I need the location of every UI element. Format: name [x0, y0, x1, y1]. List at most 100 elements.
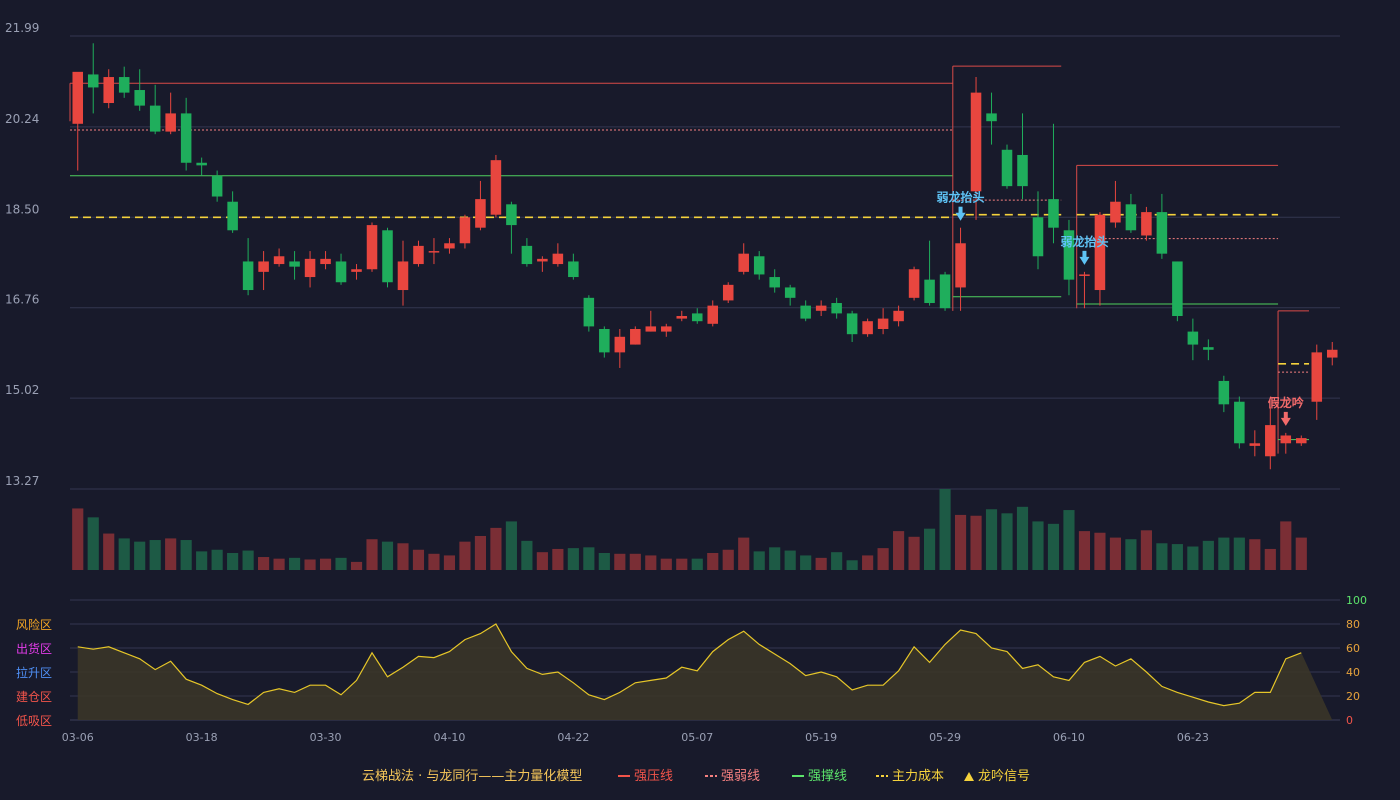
level-lines — [69, 65, 1310, 454]
candle-body — [335, 261, 347, 283]
candle-body — [1094, 214, 1106, 291]
volume-bar — [567, 548, 579, 570]
candle-body — [258, 261, 269, 272]
date-tick-label: 06-23 — [1177, 731, 1209, 744]
volume-bar — [1032, 521, 1044, 570]
volume-bar — [862, 555, 874, 570]
candle-body — [459, 217, 471, 244]
date-tick-label: 03-30 — [310, 731, 342, 744]
volume-bar — [227, 552, 239, 570]
legend-label: 强弱线 — [721, 769, 760, 784]
indicator-tick-label: 0 — [1346, 714, 1353, 727]
volume-bar — [1001, 513, 1013, 570]
volume-bar — [1109, 537, 1122, 570]
candle-body — [118, 77, 130, 93]
price-axis: 21.99 20.24 18.50 16.76 15.02 13.27 — [5, 21, 39, 488]
date-tick-label: 04-10 — [433, 731, 465, 744]
volume-bar — [691, 558, 703, 570]
indicator-tick-label: 80 — [1346, 618, 1360, 631]
volume-bar — [1295, 537, 1307, 570]
candle-body — [273, 256, 285, 265]
candle-body — [1203, 347, 1214, 350]
candle-body — [289, 261, 300, 267]
volume-bar — [335, 557, 347, 570]
zone-label: 低吸区 — [16, 714, 52, 728]
volume-bar — [831, 552, 843, 570]
volume-bar — [800, 555, 812, 570]
volume-bar — [118, 538, 130, 570]
candle-body — [1296, 438, 1307, 444]
volume-bar — [397, 543, 409, 570]
volume-bar — [304, 559, 316, 570]
candle-body — [366, 225, 378, 270]
volume-bar — [707, 552, 719, 570]
volume-bar — [180, 540, 192, 570]
legend-label: 主力成本 — [892, 769, 944, 784]
volume-bar — [381, 541, 394, 570]
volume-bar — [846, 560, 858, 570]
volume-bar — [273, 558, 285, 570]
candle-body — [1079, 274, 1090, 276]
volume-bar — [939, 489, 951, 570]
candle-body — [320, 258, 331, 265]
indicator-tick-label: 60 — [1346, 642, 1360, 655]
signal-label: 弱龙抬头 — [937, 190, 985, 205]
zone-label: 拉升区 — [16, 665, 52, 680]
candle-body — [490, 160, 502, 215]
volume-bar — [103, 533, 115, 570]
indicator-line — [77, 623, 1302, 707]
candle-body — [877, 318, 889, 329]
candle-body — [1326, 349, 1338, 358]
candle-body — [1156, 212, 1168, 254]
indicator-fill — [77, 624, 1333, 720]
zone-label: 建仓区 — [16, 690, 52, 704]
volume-bar — [614, 553, 626, 570]
candle-body — [1125, 204, 1137, 231]
volume-bar — [985, 509, 998, 570]
candle-body — [815, 305, 827, 311]
candle-body — [242, 261, 254, 291]
candle-body — [939, 274, 951, 309]
candle-body — [103, 77, 114, 104]
date-tick-label: 03-18 — [186, 731, 218, 744]
candle-body — [1032, 217, 1044, 257]
volume-bar — [552, 548, 564, 570]
volume-bar — [738, 537, 750, 570]
signal-arrow-stem — [1283, 411, 1288, 419]
volume-bar — [1233, 537, 1245, 570]
legend-symbol — [964, 772, 974, 781]
signal-arrow-stem — [958, 206, 963, 214]
volume-bar — [521, 540, 533, 570]
candle-body — [924, 279, 935, 304]
volume-bar — [1202, 540, 1214, 570]
candle-body — [382, 230, 393, 283]
volume-bar — [893, 531, 905, 570]
date-tick-label: 05-19 — [805, 731, 837, 744]
candle-body — [1280, 435, 1292, 444]
candle-body — [568, 261, 579, 278]
candle-body — [722, 284, 734, 301]
volume-bar — [412, 549, 425, 570]
candle-body — [908, 269, 920, 298]
date-tick-label: 05-07 — [681, 731, 713, 744]
signal-arrow — [955, 212, 966, 221]
indicator-tick-label: 20 — [1346, 690, 1360, 703]
volume-bar — [877, 548, 889, 570]
volume-bar — [970, 515, 982, 570]
volume-bar — [1094, 532, 1106, 570]
indicator-tick-label: 40 — [1346, 666, 1360, 679]
candle-body — [800, 305, 811, 319]
date-tick-label: 05-29 — [929, 731, 961, 744]
volume-bar — [1280, 521, 1292, 570]
candle-body — [72, 71, 84, 124]
price-tick-label: 21.99 — [5, 21, 39, 35]
candle-body — [986, 113, 997, 122]
volume-bar — [784, 550, 796, 570]
volume-bar — [428, 553, 440, 570]
signal-arrow — [1280, 417, 1291, 426]
volume-bar — [1187, 546, 1199, 570]
candle-body — [397, 261, 409, 291]
volume-bar — [1016, 506, 1029, 570]
candle-body — [970, 92, 982, 192]
